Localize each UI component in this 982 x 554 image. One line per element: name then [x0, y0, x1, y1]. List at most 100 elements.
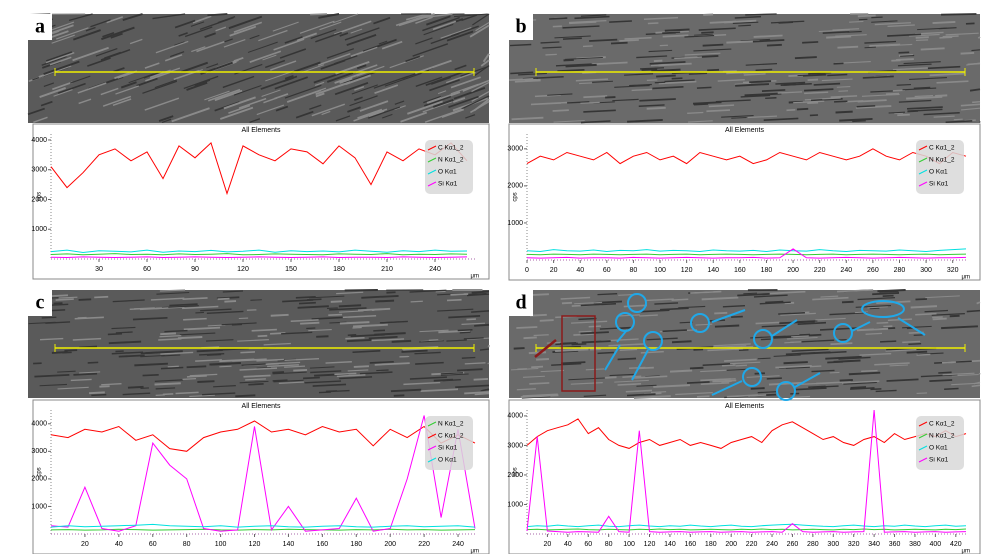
texture [219, 365, 232, 368]
y-tick-label: 2000 [31, 476, 47, 483]
marker-circle [776, 381, 796, 401]
chart-frame [508, 399, 981, 554]
series-line [526, 248, 967, 259]
texture [722, 305, 745, 308]
texture [310, 370, 342, 374]
texture [511, 116, 544, 121]
texture [646, 79, 658, 82]
texture [903, 61, 941, 65]
texture [167, 365, 179, 368]
x-tick-label: 30 [95, 266, 103, 273]
texture [272, 21, 299, 32]
x-tick-label: 300 [827, 541, 839, 548]
x-tick-label: 20 [550, 267, 558, 274]
texture [55, 298, 74, 301]
texture [533, 334, 549, 337]
legend-swatch [918, 181, 928, 187]
texture [626, 393, 656, 397]
texture [692, 101, 722, 105]
texture [810, 98, 843, 102]
texture [533, 76, 564, 79]
series-line [50, 141, 468, 196]
texture [656, 74, 676, 78]
texture [393, 394, 405, 397]
legend [916, 140, 964, 194]
texture [597, 293, 618, 296]
texture [391, 339, 412, 343]
texture [704, 378, 736, 381]
texture [516, 326, 538, 329]
texture [315, 92, 325, 98]
x-tick-label: 180 [350, 541, 362, 548]
texture [233, 84, 262, 96]
texture [87, 361, 99, 364]
x-tick-label: 400 [930, 541, 942, 548]
texture [713, 343, 751, 347]
texture [944, 387, 959, 390]
texture [186, 81, 208, 91]
texture [658, 80, 697, 85]
texture [684, 52, 721, 56]
texture [850, 386, 867, 389]
chart-title: All Elements [242, 127, 281, 134]
texture [330, 300, 343, 303]
legend-label: N Kα1_2 [438, 421, 464, 428]
texture [897, 63, 932, 67]
texture [321, 110, 331, 116]
texture [78, 98, 92, 105]
texture [238, 97, 267, 109]
texture [575, 78, 609, 82]
texture [734, 15, 762, 19]
legend-swatch [427, 457, 437, 463]
legend-label: Si Kα1 [929, 181, 949, 188]
texture [346, 33, 377, 46]
texture [766, 377, 782, 380]
texture [228, 104, 251, 114]
texture [159, 334, 182, 338]
texture [426, 15, 451, 26]
texture [862, 75, 894, 79]
texture [530, 101, 568, 106]
texture [204, 90, 230, 101]
texture [836, 86, 851, 88]
texture [871, 16, 883, 19]
y-tick-label: 3000 [507, 442, 523, 449]
texture [423, 23, 454, 36]
texture [945, 120, 973, 123]
texture [916, 353, 931, 356]
legend-swatch [427, 145, 437, 151]
texture [885, 348, 917, 352]
texture [560, 341, 577, 344]
texture [128, 73, 154, 84]
texture [649, 61, 686, 65]
highlight-arrow [534, 339, 557, 358]
texture [45, 51, 73, 62]
texture [409, 376, 447, 380]
texture [429, 79, 460, 92]
texture [693, 103, 709, 106]
texture [219, 106, 254, 120]
texture [326, 307, 338, 310]
texture [233, 21, 263, 33]
legend-label: C Kα1_2 [929, 421, 955, 428]
legend-label: C Kα1_2 [929, 145, 955, 152]
texture [867, 306, 888, 309]
texture [813, 82, 841, 86]
texture [721, 115, 754, 118]
texture [207, 13, 228, 17]
texture [229, 25, 257, 37]
texture [578, 317, 597, 321]
texture [122, 392, 151, 396]
texture [446, 339, 467, 342]
texture [332, 13, 359, 24]
texture [349, 95, 378, 107]
texture [354, 86, 365, 91]
texture [892, 67, 928, 71]
texture [197, 380, 215, 383]
texture [700, 382, 730, 386]
texture [914, 94, 934, 98]
legend-label: Si Kα1 [929, 457, 949, 464]
legend-label: O Kα1 [929, 445, 948, 452]
texture [206, 63, 219, 69]
texture [554, 35, 591, 39]
